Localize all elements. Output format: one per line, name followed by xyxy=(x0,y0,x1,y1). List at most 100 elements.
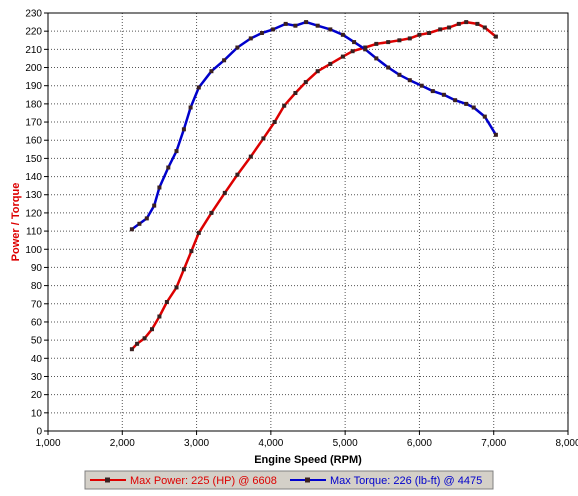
data-point-torque xyxy=(248,36,253,41)
y-tick-label: 130 xyxy=(25,190,42,201)
data-point-torque xyxy=(188,105,193,110)
x-tick-label: 1,000 xyxy=(35,438,60,449)
data-point-torque xyxy=(152,203,157,208)
data-point-torque xyxy=(493,132,498,137)
y-tick-label: 160 xyxy=(25,136,42,147)
data-point-power xyxy=(475,21,480,26)
x-tick-label: 5,000 xyxy=(333,438,358,449)
data-point-torque xyxy=(352,40,357,45)
data-point-power xyxy=(417,32,422,37)
data-point-power xyxy=(164,300,169,304)
data-point-power xyxy=(157,314,162,319)
legend-label-torque: Max Torque: 226 (lb-ft) @ 4475 xyxy=(330,475,482,487)
y-tick-label: 60 xyxy=(31,317,43,328)
plot-frame xyxy=(47,12,569,432)
y-tick-label: 230 xyxy=(25,9,42,20)
x-tick-label: 2,000 xyxy=(110,438,135,449)
data-point-power xyxy=(464,20,469,25)
data-point-power xyxy=(209,210,214,215)
data-point-torque xyxy=(386,65,391,70)
x-tick-label: 8,000 xyxy=(555,438,578,449)
y-tick-label: 80 xyxy=(31,281,43,292)
x-tick-label: 6,000 xyxy=(407,438,432,449)
y-tick-label: 140 xyxy=(25,172,42,183)
data-point-torque xyxy=(196,85,201,90)
data-point-torque xyxy=(419,83,424,88)
data-point-torque xyxy=(304,20,309,25)
y-tick-label: 120 xyxy=(25,208,42,219)
data-point-power xyxy=(328,61,333,66)
x-tick-label: 7,000 xyxy=(481,438,506,449)
data-point-power xyxy=(135,341,140,346)
data-point-torque xyxy=(271,27,276,32)
y-tick-label: 200 xyxy=(25,63,42,74)
data-point-power xyxy=(482,25,487,30)
data-point-torque xyxy=(407,78,412,83)
data-point-power xyxy=(407,36,412,41)
data-point-power xyxy=(293,91,298,95)
data-point-torque xyxy=(482,114,487,119)
y-axis-title: Power / Torque xyxy=(10,183,22,262)
data-point-power xyxy=(447,25,452,30)
y-tick-label: 90 xyxy=(31,263,43,274)
data-point-power xyxy=(282,103,287,108)
y-tick-label: 210 xyxy=(25,45,42,56)
legend-label-power: Max Power: 225 (HP) @ 6608 xyxy=(130,475,277,487)
y-tick-label: 170 xyxy=(25,118,42,129)
data-point-power xyxy=(150,327,154,332)
data-point-power xyxy=(235,172,240,177)
y-tick-label: 0 xyxy=(36,427,42,438)
y-tick-label: 110 xyxy=(26,227,42,238)
data-point-power xyxy=(303,80,308,85)
legend-marker-torque xyxy=(305,477,310,483)
y-tick-label: 180 xyxy=(25,99,42,110)
y-tick-label: 150 xyxy=(25,154,42,165)
x-axis-title: Engine Speed (RPM) xyxy=(254,454,362,466)
series xyxy=(129,20,498,352)
data-point-power xyxy=(181,267,186,272)
data-point-torque xyxy=(328,27,333,32)
data-point-power xyxy=(427,31,432,35)
legend-marker-power xyxy=(105,477,110,483)
data-point-torque xyxy=(157,185,162,190)
data-point-torque xyxy=(293,23,298,28)
data-point-power xyxy=(438,27,443,32)
data-point-power xyxy=(189,249,194,254)
data-point-torque xyxy=(259,31,264,35)
legend-item-power: Max Power: 225 (HP) @ 6608 xyxy=(90,475,277,487)
data-point-power xyxy=(456,21,461,26)
data-point-power xyxy=(374,41,379,46)
data-point-power xyxy=(397,38,402,43)
y-tick-label: 30 xyxy=(31,372,43,383)
data-point-torque xyxy=(340,32,345,37)
data-point-torque xyxy=(363,47,368,52)
data-point-torque xyxy=(397,72,402,77)
data-point-power xyxy=(272,120,277,124)
y-tick-label: 190 xyxy=(25,81,42,92)
y-tick-label: 100 xyxy=(25,245,42,256)
y-axis: 0 10 20 30 40 50 60 70 80 90 100 110 120 130 140 150 160… xyxy=(25,9,48,438)
data-point-power xyxy=(174,285,179,290)
data-point-power xyxy=(340,54,345,59)
data-point-power xyxy=(261,136,266,141)
data-point-torque xyxy=(283,21,288,26)
data-point-power xyxy=(315,69,320,74)
data-point-torque xyxy=(144,216,149,221)
data-point-torque xyxy=(181,127,186,132)
data-point-torque xyxy=(471,105,476,110)
data-point-torque xyxy=(235,45,240,50)
y-tick-label: 20 xyxy=(31,390,43,401)
data-point-power xyxy=(493,34,498,39)
y-tick-label: 50 xyxy=(31,336,43,347)
data-point-torque xyxy=(129,227,134,232)
data-point-power xyxy=(222,190,227,195)
y-tick-label: 220 xyxy=(25,27,42,38)
data-point-power xyxy=(142,336,147,341)
grid xyxy=(48,13,568,431)
data-point-power xyxy=(386,40,391,45)
data-point-torque xyxy=(166,165,171,170)
legend: Max Power: 225 (HP) @ 6608 Max Torque: 2… xyxy=(84,470,494,490)
data-point-power xyxy=(248,154,253,159)
x-tick-label: 4,000 xyxy=(258,438,283,449)
